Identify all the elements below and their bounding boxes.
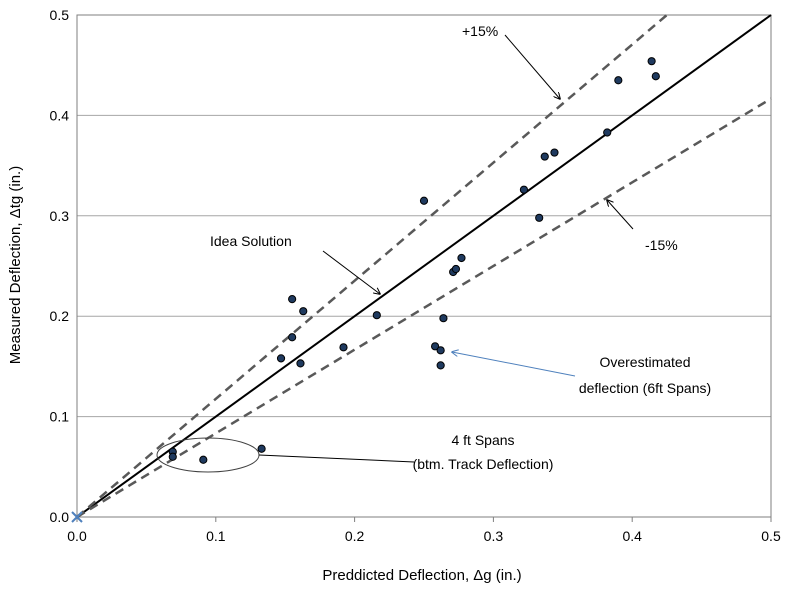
data-point [550, 148, 559, 157]
x-tick-label: 0.0 [67, 528, 87, 544]
data-point [276, 354, 286, 363]
y-axis-title: Measured Deflection, Δtg (in.) [7, 166, 24, 364]
annotation-label: +15% [462, 23, 498, 39]
data-point [451, 264, 461, 274]
y-tick-label: 0.3 [50, 208, 70, 224]
x-tick-label: 0.3 [484, 528, 504, 544]
y-tick-label: 0.5 [50, 7, 70, 23]
data-point [288, 333, 297, 342]
x-tick-label: 0.1 [206, 528, 226, 544]
annotation-label: Idea Solution [210, 233, 292, 249]
annotation-label: Overestimated [599, 354, 690, 370]
y-tick-label: 0.1 [50, 409, 70, 425]
annotation-label: -15% [645, 237, 678, 253]
arrow [607, 200, 634, 230]
data-point [431, 342, 440, 351]
data-point [535, 213, 544, 222]
y-tick-label: 0.0 [50, 509, 70, 525]
bound-line [76, 97, 772, 519]
data-point [299, 307, 308, 316]
data-point [519, 185, 529, 194]
data-point [199, 455, 208, 464]
y-tick-label: 0.2 [50, 308, 70, 324]
arrow [322, 250, 380, 294]
data-point [603, 128, 612, 137]
data-point [372, 311, 381, 320]
annotation-label: 4 ft Spans [451, 432, 514, 448]
x-tick-label: 0.5 [761, 528, 781, 544]
data-point [257, 444, 266, 453]
ideal-line [76, 14, 772, 518]
annotation-label: deflection (6ft Spans) [579, 380, 711, 396]
axis-labels: Preddicted Deflection, Δg (in.) Measured… [7, 166, 522, 584]
data-point [339, 343, 348, 352]
data-point [457, 253, 466, 263]
data-point [419, 196, 429, 205]
data-point [288, 295, 297, 304]
arrow [504, 34, 560, 99]
reference-lines [76, 14, 772, 519]
data-point [647, 57, 656, 66]
axes: 0.0 0.1 0.2 0.3 0.4 0.5 0.0 0.1 0.2 0.3 0.4 0.5 [50, 7, 781, 544]
data-point [296, 359, 305, 368]
data-point [651, 72, 660, 81]
x-tick-label: 0.2 [345, 528, 365, 544]
data-point [168, 452, 177, 461]
bound-line [76, 14, 668, 518]
arrow [452, 352, 576, 377]
x-tick-label: 0.4 [622, 528, 642, 544]
data-point [540, 152, 549, 161]
annotations: +15% -15% Idea Solution Overestimated deflec… [156, 23, 711, 473]
data-point [436, 346, 445, 355]
data-point [614, 76, 623, 85]
y-tick-label: 0.4 [50, 107, 70, 123]
plot-border [76, 14, 772, 518]
connector-line [258, 454, 415, 463]
annotation-label: (btm. Track Deflection) [413, 456, 554, 472]
x-axis-title: Preddicted Deflection, Δg (in.) [322, 567, 521, 584]
data-point [439, 314, 448, 323]
data-points [71, 57, 660, 523]
x-marker [71, 511, 83, 523]
data-point [436, 361, 445, 370]
